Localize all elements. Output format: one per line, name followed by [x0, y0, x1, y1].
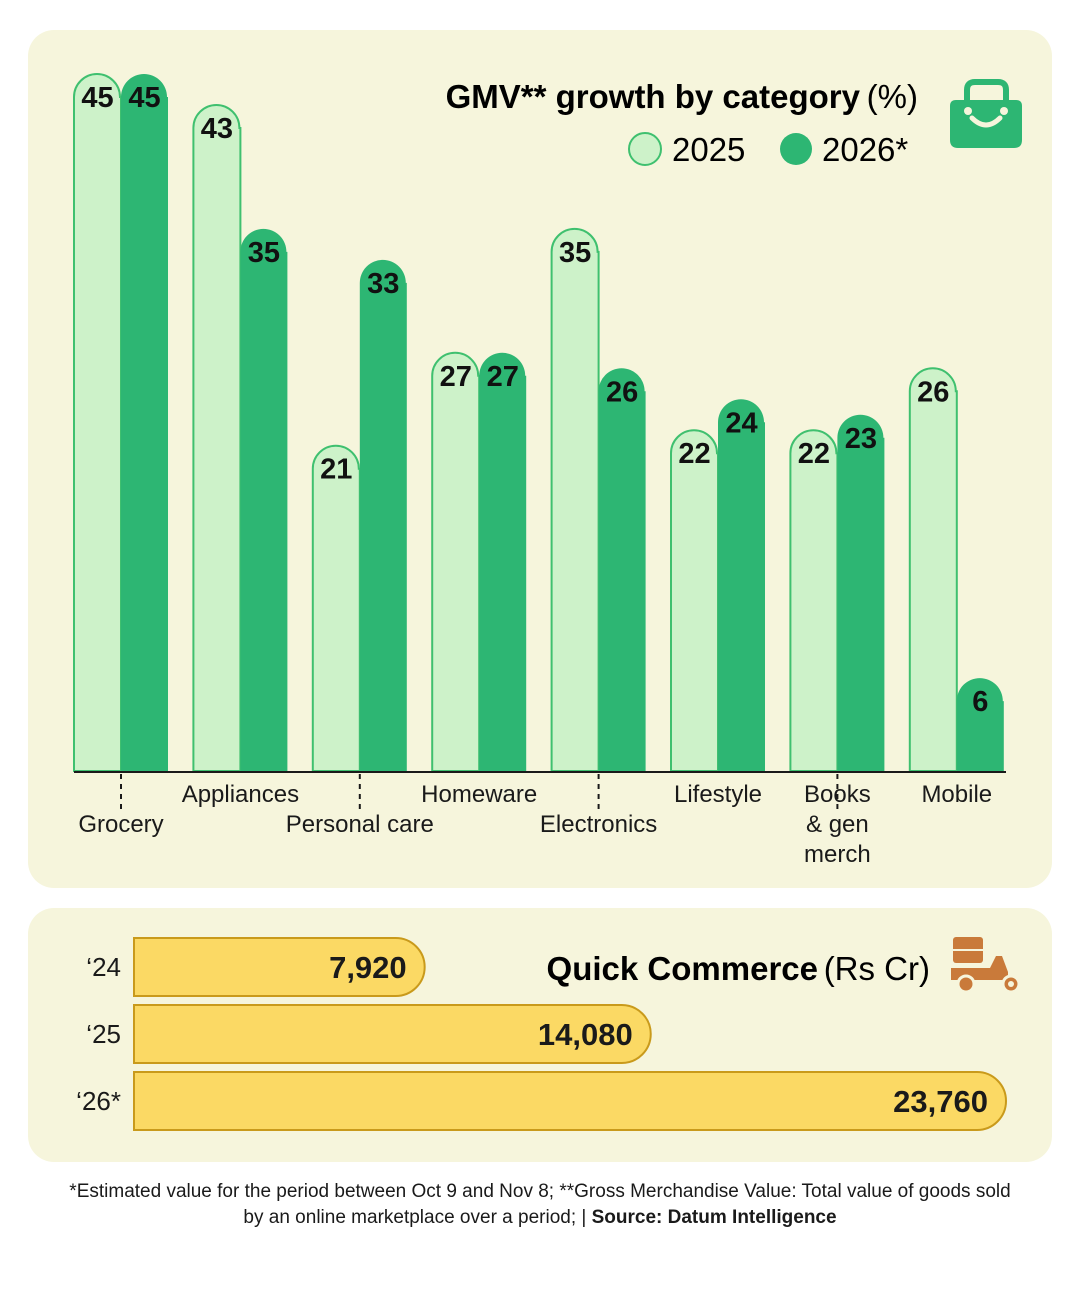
qc-bar-0 [133, 937, 426, 997]
legend-swatch-2026 [780, 133, 812, 165]
value-label-lifestyle-2025: 22 [678, 438, 710, 470]
value-label-electronics-2026: 26 [606, 376, 638, 408]
chart-canvas: GMV** growth by category (%) 2025 2026* … [73, 73, 1022, 1131]
bar-books-gen-merch-2026 [837, 414, 885, 771]
bar-lifestyle-2026 [718, 399, 765, 771]
bar-appliances-2025 [192, 104, 242, 772]
qc-year-label-2: ‘26* [76, 1086, 121, 1116]
value-label-homeware-2026: 27 [487, 361, 519, 393]
value-label-lifestyle-2026: 24 [725, 407, 757, 439]
value-label-books-gen-merch-2026: 23 [845, 423, 877, 455]
value-label-mobile-2025: 26 [917, 376, 949, 408]
quick-commerce-bars: 7,920 ‘24 14,080 ‘25 23,760 ‘26* [76, 937, 1007, 1131]
value-label-appliances-2025: 43 [201, 113, 233, 145]
value-label-homeware-2025: 27 [440, 361, 472, 393]
legend-swatch-2025 [628, 132, 662, 166]
shopping-bag-icon [950, 79, 1022, 148]
growth-bars: 45 45 43 35 21 33 27 27 35 26 22 24 22 23 26 6 [73, 73, 1004, 772]
legend-label-2026: 2026* [822, 131, 908, 168]
footnote-text: *Estimated value for the period between … [69, 1181, 1011, 1228]
quick-commerce-unit: (Rs Cr) [824, 950, 930, 987]
qc-year-label-1: ‘25 [86, 1019, 121, 1049]
value-label-grocery-2025: 45 [81, 82, 113, 114]
qc-bar-1 [133, 1004, 652, 1064]
qc-value-label-2: 23,760 [893, 1084, 988, 1119]
category-label-books-gen-merch: & gen [806, 811, 869, 838]
category-label-homeware: Homeware [421, 781, 537, 808]
growth-chart-title: GMV** growth by category [446, 78, 861, 115]
bar-mobile-2026 [956, 678, 1004, 771]
bar-homeware-2025 [431, 351, 481, 772]
category-label-books-gen-merch: Books [804, 781, 871, 808]
bar-homeware-2026 [479, 352, 527, 771]
category-label-books-gen-merch: merch [804, 841, 871, 868]
category-label-mobile: Mobile [921, 781, 992, 808]
value-label-electronics-2025: 35 [559, 237, 591, 269]
footnote-source: Source: Datum Intelligence [591, 1207, 837, 1228]
bar-electronics-2026 [598, 368, 646, 771]
bar-electronics-2025 [550, 227, 600, 772]
growth-chart-unit: (%) [867, 78, 918, 115]
bar-lifestyle-2025 [670, 429, 719, 772]
bar-grocery-2026 [121, 74, 168, 771]
bar-grocery-2025 [73, 73, 122, 772]
quick-commerce-title: Quick Commerce [547, 950, 818, 987]
bar-personal-care-2026 [359, 259, 407, 771]
value-label-mobile-2026: 6 [972, 686, 988, 718]
category-label-grocery: Grocery [78, 811, 163, 838]
bar-personal-care-2025 [311, 444, 361, 772]
value-label-grocery-2026: 45 [128, 82, 160, 114]
qc-bar-2 [133, 1071, 1007, 1131]
bar-mobile-2025 [908, 367, 958, 772]
footnote: *Estimated value for the period between … [60, 1179, 1020, 1231]
bar-appliances-2026 [240, 228, 288, 771]
category-label-lifestyle: Lifestyle [674, 781, 762, 808]
category-labels: Grocery Appliances Personal care HomewareEl… [78, 774, 992, 868]
category-label-electronics: Electronics [540, 811, 657, 838]
value-label-personal-care-2025: 21 [320, 454, 352, 486]
qc-value-label-1: 14,080 [538, 1017, 633, 1052]
value-label-appliances-2026: 35 [248, 237, 280, 269]
scooter-icon [951, 937, 1021, 994]
value-label-personal-care-2026: 33 [367, 268, 399, 300]
legend-label-2025: 2025 [672, 131, 745, 168]
value-label-books-gen-merch-2025: 22 [798, 438, 830, 470]
bar-books-gen-merch-2025 [789, 429, 839, 772]
qc-year-label-0: ‘24 [86, 952, 121, 982]
category-label-appliances: Appliances [182, 781, 299, 808]
qc-value-label-0: 7,920 [329, 950, 407, 985]
category-label-personal-care: Personal care [286, 811, 434, 838]
